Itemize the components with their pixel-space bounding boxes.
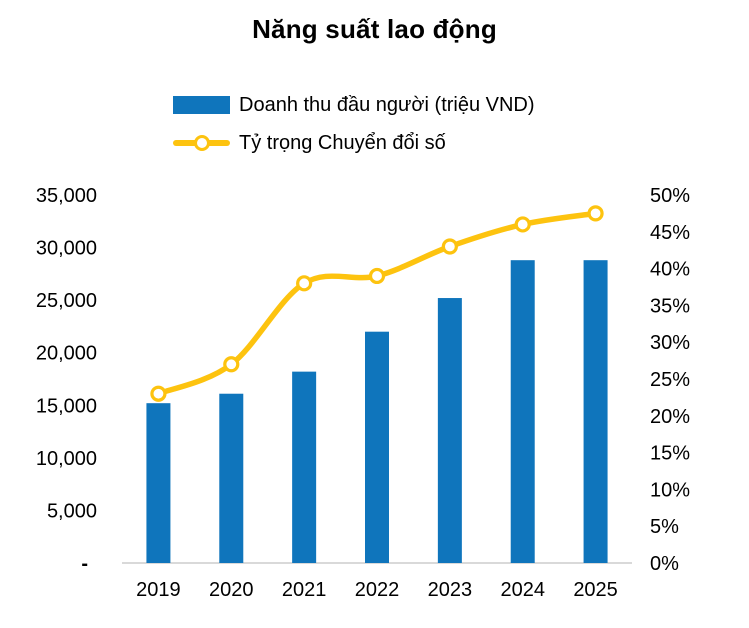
right-axis-tick: 50% <box>650 185 690 207</box>
right-axis-tick: 5% <box>650 516 679 538</box>
right-axis-tick: 45% <box>650 222 690 244</box>
left-axis-tick: 20,000 <box>36 343 97 365</box>
legend-line-marker-icon <box>193 135 210 151</box>
left-axis-tick: - <box>81 553 88 575</box>
bar-2020 <box>219 393 244 563</box>
right-axis-tick: 35% <box>650 295 690 317</box>
line-marker-2022 <box>368 267 386 285</box>
left-axis-tick: 15,000 <box>36 395 97 417</box>
right-axis-tick: 20% <box>650 406 690 428</box>
chart-title: Năng suất lao động <box>252 14 497 44</box>
x-axis-label-2020: 2020 <box>209 579 254 601</box>
right-axis-tick: 25% <box>650 369 690 391</box>
left-axis-tick: 25,000 <box>36 290 97 312</box>
line-marker-2024 <box>514 216 531 233</box>
right-axis-tick: 15% <box>650 443 690 465</box>
left-axis-tick: 5,000 <box>47 500 97 522</box>
bar-2023 <box>437 298 462 563</box>
bar-2019 <box>146 403 171 563</box>
bar-2024 <box>510 260 535 563</box>
legend-item-digital-share: Tỷ trọng Chuyển đổi số <box>173 131 535 155</box>
line-marker-2020 <box>223 356 240 373</box>
line-marker-2019 <box>150 385 167 402</box>
line-marker-2025 <box>587 205 604 222</box>
right-axis-tick: 40% <box>650 259 690 281</box>
left-axis-tick: 10,000 <box>36 448 97 470</box>
x-axis-label-2022: 2022 <box>355 579 400 601</box>
left-axis-tick: 30,000 <box>36 238 97 260</box>
x-axis-label-2021: 2021 <box>282 579 327 601</box>
legend-item-revenue: Doanh thu đầu người (triệu VND) <box>173 93 535 117</box>
x-axis-label-2024: 2024 <box>500 579 545 601</box>
right-axis-tick: 10% <box>650 479 690 501</box>
legend-label-digital-share: Tỷ trọng Chuyển đổi số <box>239 131 446 154</box>
x-axis-label-2023: 2023 <box>428 579 473 601</box>
legend: Doanh thu đầu người (triệu VND) Tỷ trọng… <box>173 93 535 155</box>
right-axis-tick: 0% <box>650 553 679 575</box>
line-marker-2021 <box>296 275 313 292</box>
legend-line-swatch <box>173 135 230 151</box>
bar-2021 <box>292 371 317 563</box>
bar-2025 <box>583 260 608 563</box>
right-axis-tick: 30% <box>650 332 690 354</box>
legend-bar-swatch <box>173 96 230 114</box>
legend-label-revenue: Doanh thu đầu người (triệu VND) <box>239 93 535 116</box>
line-marker-2023 <box>441 238 458 255</box>
bar-2022 <box>365 331 389 563</box>
left-axis-tick: 35,000 <box>36 185 97 207</box>
x-axis-label-2025: 2025 <box>573 579 618 601</box>
x-axis-label-2019: 2019 <box>136 579 181 601</box>
